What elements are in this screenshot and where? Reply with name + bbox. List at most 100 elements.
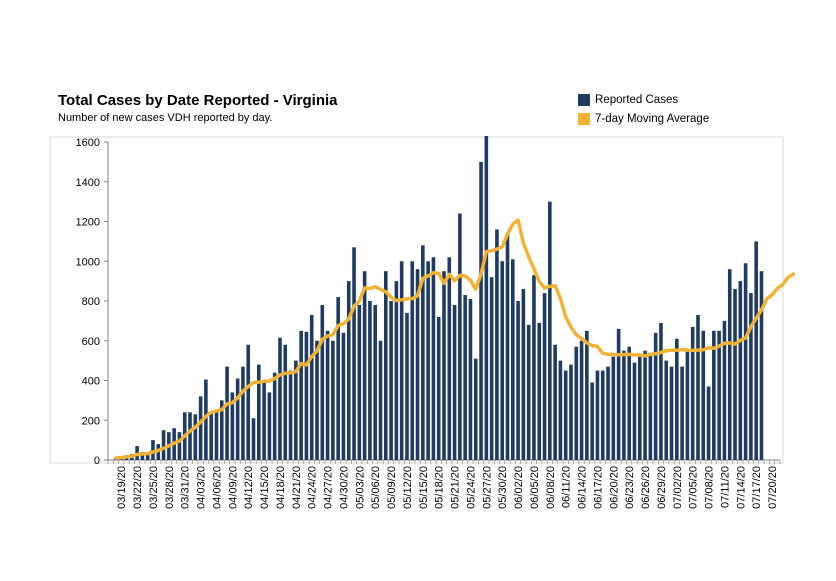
line-swatch (578, 112, 590, 125)
bar (241, 366, 245, 460)
bar (426, 261, 430, 460)
x-tick-label: 07/08/20 (704, 466, 716, 509)
x-tick-label: 05/15/20 (418, 466, 430, 509)
bar (548, 201, 552, 460)
bar (283, 344, 288, 460)
bar-swatch (578, 93, 590, 106)
bar (622, 350, 626, 460)
x-tick-label: 07/17/20 (751, 466, 763, 509)
y-tick-label: 1400 (76, 177, 100, 189)
x-tick-label: 06/26/20 (640, 466, 652, 509)
bar (558, 360, 563, 460)
bar (516, 301, 520, 460)
bar (749, 293, 753, 460)
bar (606, 366, 610, 460)
bar (733, 289, 737, 460)
bar (219, 400, 224, 460)
bar (685, 348, 690, 460)
bar (378, 340, 383, 460)
legend: Reported Cases 7-day Moving Average (578, 90, 709, 128)
bar (611, 356, 616, 460)
bar (325, 330, 330, 460)
x-tick-label: 07/11/20 (719, 466, 731, 508)
x-tick-label: 05/09/20 (386, 466, 398, 509)
x-tick-label: 06/11/20 (561, 466, 573, 508)
bar (257, 364, 261, 460)
x-tick-label: 06/20/20 (608, 466, 620, 509)
bar (579, 340, 584, 460)
x-tick-label: 07/02/20 (672, 466, 684, 509)
x-tick-label: 04/30/20 (338, 466, 350, 509)
bar (294, 360, 298, 460)
x-tick-label: 04/18/20 (275, 466, 287, 509)
bar (706, 386, 711, 460)
x-tick-label: 06/29/20 (656, 466, 668, 509)
bar (648, 352, 653, 460)
moving-average-line (114, 218, 795, 460)
bar (362, 271, 367, 460)
bar (489, 277, 494, 460)
y-tick-label: 200 (82, 415, 100, 427)
bar (161, 430, 166, 460)
bar (331, 340, 335, 460)
bar (722, 320, 727, 460)
bar (188, 412, 192, 460)
bar (320, 304, 325, 460)
x-tick-label: 04/27/20 (323, 466, 335, 509)
bar (574, 346, 579, 460)
legend-line-label: 7-day Moving Average (595, 112, 710, 125)
bar (616, 328, 621, 460)
bar (357, 304, 362, 460)
bar (346, 281, 351, 460)
bar (389, 301, 393, 460)
bar (712, 330, 716, 460)
x-tick-label: 05/27/20 (481, 466, 493, 509)
x-tick-label: 05/03/20 (354, 466, 366, 509)
x-tick-label: 04/24/20 (307, 466, 319, 509)
bar (542, 293, 547, 460)
bar (468, 299, 473, 460)
bar (452, 304, 457, 460)
y-tick-label: 400 (82, 376, 100, 388)
bar (225, 366, 229, 460)
bar (643, 350, 647, 460)
bar (569, 364, 573, 460)
bar (383, 271, 388, 460)
bar (415, 269, 420, 460)
bar (743, 263, 748, 460)
bar (590, 382, 594, 460)
bar (627, 346, 631, 460)
bar (399, 261, 404, 460)
x-tick-label: 05/12/20 (402, 466, 414, 509)
legend-item-line: 7-day Moving Average (578, 109, 709, 128)
bar (510, 259, 515, 460)
x-tick-label: 04/12/20 (243, 466, 255, 509)
bar (288, 370, 293, 460)
bar (701, 330, 706, 460)
bar (659, 322, 663, 460)
x-tick-label: 07/05/20 (688, 466, 700, 509)
y-tick-label: 1600 (76, 137, 100, 149)
bar (759, 271, 764, 460)
bar (585, 330, 589, 460)
bar (304, 331, 309, 460)
y-tick-label: 1000 (76, 256, 100, 268)
bar (145, 452, 150, 460)
bar (484, 136, 489, 460)
x-tick-label: 06/17/20 (592, 466, 604, 509)
x-tick-label: 05/24/20 (465, 466, 477, 509)
x-tick-label: 06/14/20 (577, 466, 589, 509)
bar (373, 304, 378, 460)
x-tick-label: 07/14/20 (735, 466, 747, 509)
bar (553, 344, 557, 460)
bar (505, 233, 510, 460)
x-tick-label: 04/15/20 (259, 466, 271, 509)
y-tick-label: 0 (94, 455, 100, 467)
bar (537, 322, 542, 460)
bar (394, 281, 399, 460)
bar (352, 247, 356, 460)
bar (690, 326, 695, 460)
bar (526, 324, 531, 460)
bar (664, 360, 669, 460)
